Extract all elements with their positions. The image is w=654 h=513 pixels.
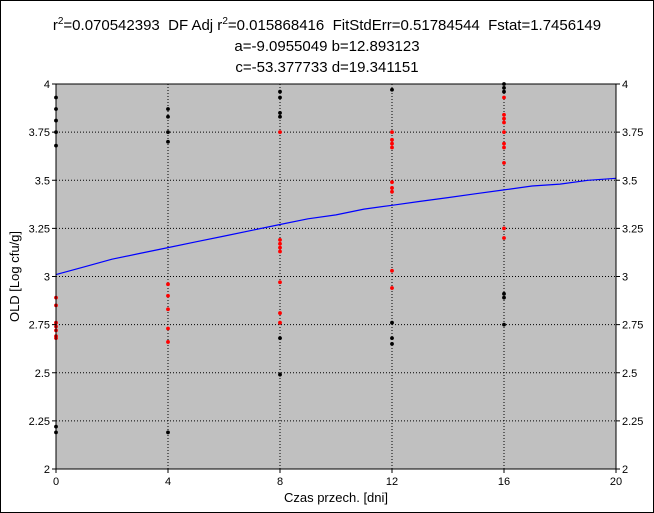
red-data-point (502, 141, 506, 146)
y-tick-label-left: 3.5 (35, 175, 50, 187)
black-data-point (502, 89, 506, 94)
black-data-point (166, 139, 170, 144)
red-data-point (278, 130, 282, 135)
df-adj-superscript: 2 (222, 16, 228, 27)
fstat: Fstat=1.7456149 (488, 17, 602, 34)
y-tick-label-right: 4 (622, 79, 628, 91)
axis-ticks: 0 4 8 12 16 202 22.25 2.252.5 2.52.75 2.753 33.25 3… (29, 79, 644, 488)
red-data-point (278, 249, 282, 254)
x-axis-label: Czas przech. [dni] (284, 490, 388, 505)
black-data-point (166, 107, 170, 111)
df-adj-label: DF Adj r (168, 17, 223, 34)
y-tick-label-left: 2.5 (35, 368, 50, 380)
fit-curve (55, 177, 617, 276)
y-tick-label-right: 2.5 (622, 368, 637, 380)
black-data-point (278, 89, 282, 94)
red-data-point (278, 238, 282, 242)
black-data-point (278, 110, 282, 115)
red-data-point (166, 307, 170, 312)
stats-line-1: r2=0.070542393 DF Adj r2=0.015868416 Fit… (0, 16, 654, 34)
x-tick-label: 4 (165, 476, 171, 488)
red-data-point (390, 189, 394, 194)
red-data-point (278, 311, 282, 315)
red-data-point (166, 326, 170, 331)
red-data-point (166, 293, 170, 298)
black-data-point (390, 336, 394, 340)
red-data-point (502, 112, 506, 117)
y-tick-label-left: 3.25 (29, 223, 50, 235)
black-data-point (390, 87, 394, 92)
red-data-point (166, 282, 170, 287)
fit-line (55, 177, 617, 276)
data-points (54, 82, 506, 435)
red-data-point (502, 145, 506, 150)
black-data-point (502, 291, 506, 296)
red-data-point (390, 286, 394, 290)
red-data-point (390, 141, 394, 146)
black-data-point (166, 430, 170, 435)
red-data-point (502, 236, 506, 240)
x-tick-label: 12 (386, 476, 398, 488)
red-data-point (278, 245, 282, 250)
r2-value: =0.070542393 (63, 17, 160, 34)
black-data-point (278, 95, 282, 100)
grid-lines (56, 84, 616, 469)
red-data-point (502, 95, 506, 100)
y-tick-label-right: 3.75 (622, 127, 643, 139)
red-data-point (278, 320, 282, 325)
y-tick-label-right: 2.25 (622, 416, 643, 428)
red-data-point (278, 241, 282, 246)
red-data-point (502, 120, 506, 125)
x-tick-label: 8 (277, 476, 283, 488)
red-data-point (502, 226, 506, 231)
red-data-point (502, 116, 506, 121)
y-axis-label: OLD [Log cfu/g] (7, 231, 22, 322)
black-data-point (502, 322, 506, 327)
red-data-point (390, 145, 394, 150)
y-tick-label-left: 2.75 (29, 320, 50, 332)
y-tick-label-left: 2.25 (29, 416, 50, 428)
y-tick-label-left: 3 (44, 272, 50, 284)
x-tick-label: 20 (610, 476, 622, 488)
red-data-point (390, 130, 394, 135)
red-data-point (390, 180, 394, 185)
red-data-point (390, 186, 394, 190)
x-tick-label: 0 (53, 476, 59, 488)
red-data-point (502, 161, 506, 165)
red-data-point (390, 268, 394, 273)
y-tick-label-right: 2 (622, 464, 628, 476)
black-data-point (166, 130, 170, 135)
black-data-point (278, 114, 282, 119)
black-data-point (390, 341, 394, 346)
black-data-point (278, 336, 282, 340)
y-tick-label-left: 3.75 (29, 127, 50, 139)
red-data-point (166, 340, 170, 344)
df-adj-value: =0.015868416 (227, 17, 325, 34)
y-tick-label-right: 2.75 (622, 320, 643, 332)
fit-std-err: FitStdErr=0.51784544 (332, 17, 480, 34)
black-data-point (278, 372, 282, 377)
stats-line-3: c=-53.377733 d=19.341151 (235, 59, 419, 76)
red-data-point (278, 280, 282, 285)
r2-superscript: 2 (57, 16, 64, 27)
r2-label: r (52, 17, 58, 34)
black-data-point (502, 295, 506, 300)
black-data-point (390, 320, 394, 325)
red-data-point (502, 130, 506, 135)
red-data-point (390, 137, 394, 142)
black-data-point (502, 85, 506, 90)
y-tick-label-left: 2 (44, 464, 50, 476)
stats-line-2: a=-9.0955049 b=12.893123 (234, 38, 420, 55)
x-tick-label: 16 (498, 476, 510, 488)
y-tick-label-right: 3 (622, 272, 628, 284)
y-tick-label-left: 4 (44, 79, 50, 91)
y-tick-label-right: 3.25 (622, 223, 643, 235)
y-tick-label-right: 3.5 (622, 175, 637, 187)
black-data-point (166, 114, 170, 119)
